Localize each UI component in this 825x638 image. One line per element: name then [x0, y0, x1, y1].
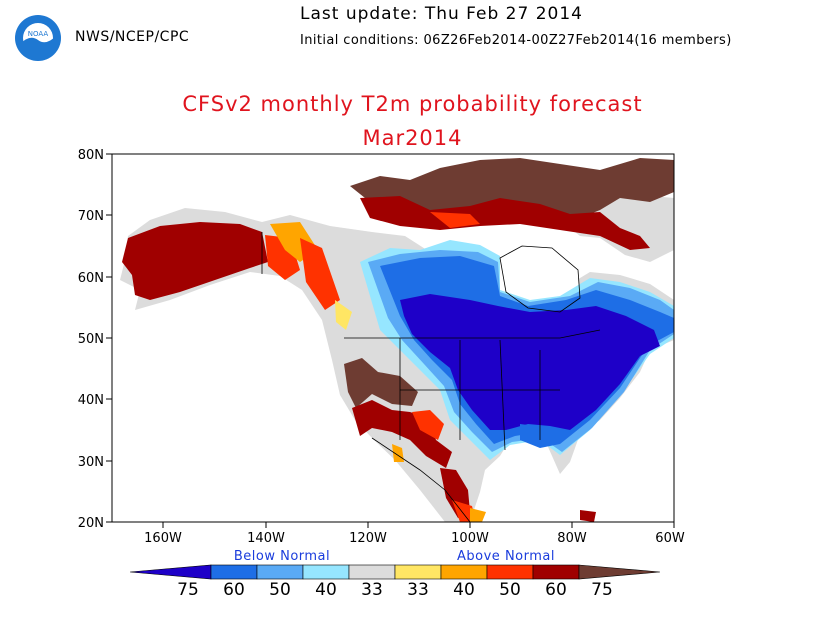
legend-swatch: [302, 564, 350, 580]
lon-label: 160W: [144, 531, 182, 546]
lat-label: 20N: [78, 516, 104, 531]
map-title: CFSv2 monthly T2m probability forecast: [182, 92, 643, 116]
alaska-warm: [122, 222, 268, 300]
legend-swatch: [129, 564, 212, 580]
map-subtitle: Mar2014: [362, 126, 463, 150]
legend-above-label: Above Normal: [457, 549, 555, 564]
lat-label: 50N: [78, 332, 104, 347]
legend-value: 40: [453, 580, 475, 600]
lon-label: 140W: [247, 531, 285, 546]
noaa-logo: NOAA: [15, 15, 61, 61]
land-north-america: [120, 208, 674, 522]
arctic-warm: [350, 158, 674, 224]
legend-swatch: [348, 564, 396, 580]
legend-swatch: [532, 564, 580, 580]
legend-value: 75: [591, 580, 613, 600]
org-label: NWS/NCEP/CPC: [75, 29, 190, 45]
legend-value: 75: [177, 580, 199, 600]
lon-label: 100W: [451, 531, 489, 546]
lon-label: 120W: [349, 531, 387, 546]
hudson-bay: [500, 246, 580, 312]
legend-colorbar: [129, 564, 661, 580]
lat-label: 80N: [78, 148, 104, 163]
legend-below-label: Below Normal: [234, 549, 330, 564]
initial-conditions: Initial conditions: 06Z26Feb2014-00Z27Fe…: [300, 33, 732, 48]
legend-value: 40: [315, 580, 337, 600]
lat-label: 30N: [78, 455, 104, 470]
boundaries: [261, 232, 601, 522]
legend-value: 33: [361, 580, 383, 600]
lat-axis: 80N 70N 60N 50N 40N 30N 20N: [78, 148, 112, 531]
legend-value: 60: [223, 580, 245, 600]
lon-label: 80W: [557, 531, 587, 546]
legend-swatch: [256, 564, 304, 580]
cold-core: [400, 294, 660, 430]
lat-label: 60N: [78, 271, 104, 286]
legend-value: 60: [545, 580, 567, 600]
legend-values: 75 60 50 40 33 33 40 50 60 75: [177, 580, 613, 600]
west-warm: [344, 358, 418, 408]
legend-value: 50: [269, 580, 291, 600]
legend-value: 33: [407, 580, 429, 600]
legend-value: 50: [499, 580, 521, 600]
lon-label: 60W: [655, 531, 685, 546]
legend: Below Normal Above Normal 75 60 50 40 33 33 40…: [129, 549, 661, 600]
lat-label: 70N: [78, 209, 104, 224]
legend-swatch: [578, 564, 661, 580]
lon-axis: 160W 140W 120W 100W 80W 60W: [144, 522, 685, 546]
legend-swatch: [210, 564, 258, 580]
legend-swatch: [440, 564, 488, 580]
lat-label: 40N: [78, 393, 104, 408]
legend-swatch: [486, 564, 534, 580]
svg-text:NOAA: NOAA: [28, 30, 49, 38]
last-update: Last update: Thu Feb 27 2014: [300, 4, 583, 24]
legend-swatch: [394, 564, 442, 580]
